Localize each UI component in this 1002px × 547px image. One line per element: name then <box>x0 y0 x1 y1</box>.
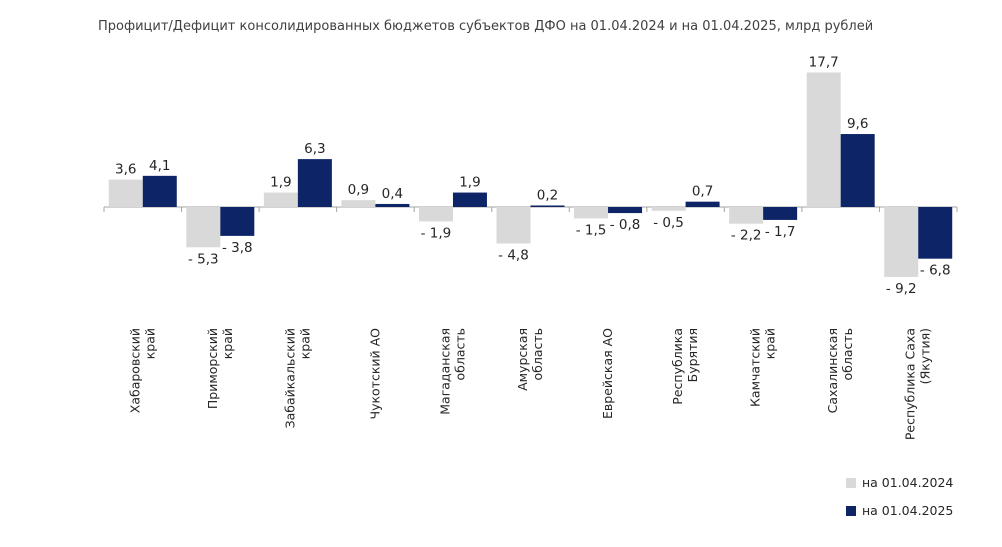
bar-2025 <box>763 207 798 220</box>
legend-item-2025: на 01.04.2025 <box>846 503 953 518</box>
data-label-2025: - 0,8 <box>610 217 641 233</box>
bar-2025 <box>918 207 953 259</box>
category-label-line: Камчатский <box>748 328 763 407</box>
bar-2024 <box>729 207 764 224</box>
bar-2024 <box>884 207 919 277</box>
bar-2025 <box>452 192 487 207</box>
category-label: Еврейская АО <box>600 328 615 419</box>
category-label-line: Магаданская <box>437 328 452 415</box>
data-label-2024: - 5,3 <box>188 251 219 267</box>
category-label-line: область <box>452 328 467 381</box>
bar-2024 <box>341 200 376 207</box>
legend-label-2024: на 01.04.2024 <box>862 475 954 490</box>
bar-2025 <box>608 207 643 214</box>
category-label: РеспубликаБурятия <box>670 328 700 405</box>
category-label-line: край <box>763 328 778 359</box>
category-label-line: Хабаровский <box>127 328 142 413</box>
data-label-2024: - 9,2 <box>886 281 917 297</box>
bar-2025 <box>142 175 177 207</box>
bar-2025 <box>375 203 410 207</box>
category-label-line: Республика Саха <box>903 328 918 440</box>
category-label: Магаданскаяобласть <box>437 328 467 415</box>
bar-2024 <box>574 207 609 219</box>
category-label-line: Республика <box>670 328 685 405</box>
category-label: Камчатскийкрай <box>748 328 778 407</box>
bar-2024 <box>651 207 686 211</box>
category-label-line: область <box>840 328 855 381</box>
data-label-2025: 6,3 <box>304 141 325 157</box>
category-label: Хабаровскийкрай <box>127 328 157 413</box>
data-label-2025: - 6,8 <box>920 263 951 279</box>
bar-2025 <box>840 134 875 207</box>
data-label-2024: - 2,2 <box>731 228 762 244</box>
category-label: Приморскийкрай <box>205 328 235 409</box>
data-label-2024: 1,9 <box>270 175 291 191</box>
category-label-line: Амурская <box>515 328 530 391</box>
bar-2025 <box>220 207 255 236</box>
data-label-2025: 1,9 <box>459 175 480 191</box>
category-label-line: край <box>142 328 157 359</box>
data-label-2024: 3,6 <box>115 162 136 178</box>
category-label-line: Еврейская АО <box>600 328 615 419</box>
category-label: Сахалинскаяобласть <box>825 328 855 413</box>
bar-2025 <box>685 201 720 207</box>
category-label-line: край <box>297 328 312 359</box>
data-label-2025: 9,6 <box>847 116 868 132</box>
bar-2024 <box>806 72 841 207</box>
data-label-2024: 0,9 <box>348 182 369 198</box>
data-label-2024: 17,7 <box>809 54 839 70</box>
legend-swatch-2025 <box>846 506 856 516</box>
bar-2025 <box>530 205 565 207</box>
data-label-2024: - 0,5 <box>653 215 684 231</box>
category-label: Чукотский АО <box>367 328 382 420</box>
data-label-2025: 0,2 <box>537 187 558 203</box>
category-label-line: край <box>220 328 235 359</box>
category-label-line: область <box>530 328 545 381</box>
bar-2024 <box>186 207 221 248</box>
chart-title: Профицит/Дефицит консолидированных бюдже… <box>98 19 874 34</box>
category-label: Республика Саха(Якутия) <box>903 328 933 440</box>
bar-2024 <box>263 192 298 207</box>
category-label: Забайкальскийкрай <box>282 328 312 428</box>
category-label-line: Чукотский АО <box>367 328 382 420</box>
legend-item-2024: на 01.04.2024 <box>846 475 953 490</box>
legend-swatch-2024 <box>846 478 856 488</box>
category-label-line: Приморский <box>205 328 220 409</box>
data-label-2024: - 1,9 <box>421 225 452 241</box>
legend-label-2025: на 01.04.2025 <box>862 503 954 518</box>
bar-2025 <box>297 159 332 207</box>
category-label-line: (Якутия) <box>918 328 933 384</box>
data-label-2024: - 4,8 <box>498 247 529 263</box>
category-label: Амурскаяобласть <box>515 328 545 391</box>
data-label-2025: - 3,8 <box>222 240 253 256</box>
data-label-2025: - 1,7 <box>765 224 796 240</box>
category-label-line: Забайкальский <box>282 328 297 428</box>
data-label-2025: 0,7 <box>692 184 713 200</box>
category-label-line: Бурятия <box>685 328 700 382</box>
data-label-2025: 4,1 <box>149 158 170 174</box>
data-label-2025: 0,4 <box>382 186 403 202</box>
data-label-2024: - 1,5 <box>576 222 607 238</box>
category-label-line: Сахалинская <box>825 328 840 413</box>
bar-2024 <box>108 179 143 207</box>
bar-2024 <box>418 207 453 222</box>
bar-2024 <box>496 207 531 244</box>
